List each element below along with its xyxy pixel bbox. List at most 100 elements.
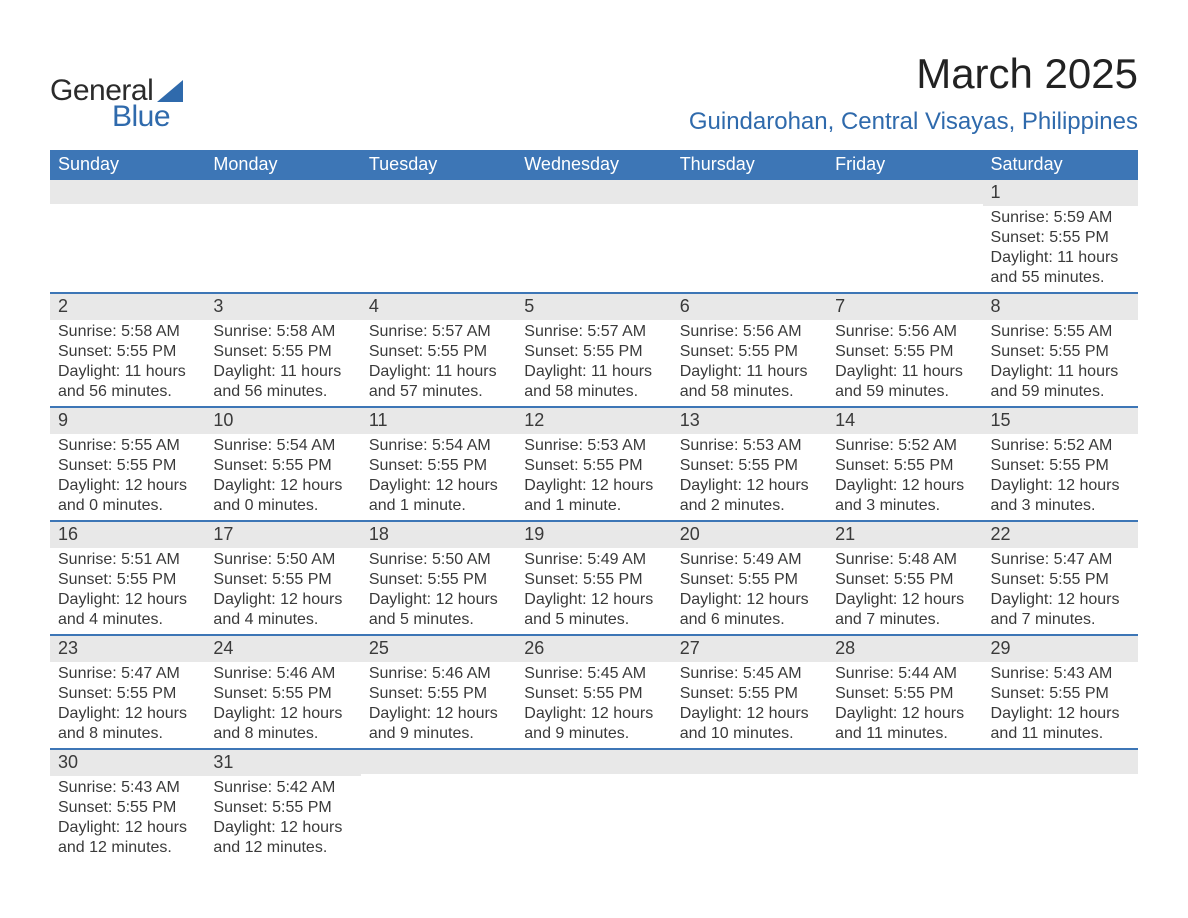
sunset-text: Sunset: 5:55 PM (524, 684, 665, 704)
day-number: 21 (827, 522, 982, 548)
calendar-cell (672, 749, 827, 862)
day-details: Sunrise: 5:49 AMSunset: 5:55 PMDaylight:… (516, 548, 671, 634)
sunset-text: Sunset: 5:55 PM (369, 456, 510, 476)
col-monday: Monday (205, 150, 360, 180)
calendar-cell: 9Sunrise: 5:55 AMSunset: 5:55 PMDaylight… (50, 407, 205, 521)
sunset-text: Sunset: 5:55 PM (213, 456, 354, 476)
daylight-text: Daylight: 11 hours and 59 minutes. (991, 362, 1132, 402)
day-details: Sunrise: 5:45 AMSunset: 5:55 PMDaylight:… (672, 662, 827, 748)
day-details: Sunrise: 5:45 AMSunset: 5:55 PMDaylight:… (516, 662, 671, 748)
day-number: 30 (50, 750, 205, 776)
day-number (827, 180, 982, 204)
day-details: Sunrise: 5:44 AMSunset: 5:55 PMDaylight:… (827, 662, 982, 748)
sunrise-text: Sunrise: 5:46 AM (213, 664, 354, 684)
day-details: Sunrise: 5:47 AMSunset: 5:55 PMDaylight:… (983, 548, 1138, 634)
sail-icon (157, 80, 183, 102)
day-number: 15 (983, 408, 1138, 434)
sunset-text: Sunset: 5:55 PM (58, 684, 199, 704)
calendar-week: 1Sunrise: 5:59 AMSunset: 5:55 PMDaylight… (50, 180, 1138, 293)
calendar-week: 16Sunrise: 5:51 AMSunset: 5:55 PMDayligh… (50, 521, 1138, 635)
day-details: Sunrise: 5:56 AMSunset: 5:55 PMDaylight:… (827, 320, 982, 406)
calendar-cell: 25Sunrise: 5:46 AMSunset: 5:55 PMDayligh… (361, 635, 516, 749)
daylight-text: Daylight: 12 hours and 11 minutes. (835, 704, 976, 744)
sunrise-text: Sunrise: 5:52 AM (991, 436, 1132, 456)
calendar-cell: 17Sunrise: 5:50 AMSunset: 5:55 PMDayligh… (205, 521, 360, 635)
daylight-text: Daylight: 12 hours and 5 minutes. (524, 590, 665, 630)
day-number: 11 (361, 408, 516, 434)
day-details: Sunrise: 5:55 AMSunset: 5:55 PMDaylight:… (50, 434, 205, 520)
sunrise-text: Sunrise: 5:49 AM (524, 550, 665, 570)
sunset-text: Sunset: 5:55 PM (991, 342, 1132, 362)
day-number: 14 (827, 408, 982, 434)
daylight-text: Daylight: 12 hours and 9 minutes. (524, 704, 665, 744)
daylight-text: Daylight: 11 hours and 58 minutes. (524, 362, 665, 402)
sunrise-text: Sunrise: 5:50 AM (213, 550, 354, 570)
sunrise-text: Sunrise: 5:47 AM (991, 550, 1132, 570)
calendar-cell: 13Sunrise: 5:53 AMSunset: 5:55 PMDayligh… (672, 407, 827, 521)
sunset-text: Sunset: 5:55 PM (58, 342, 199, 362)
page-title: March 2025 (689, 50, 1138, 98)
day-details: Sunrise: 5:42 AMSunset: 5:55 PMDaylight:… (205, 776, 360, 862)
calendar-cell (827, 180, 982, 293)
daylight-text: Daylight: 12 hours and 6 minutes. (680, 590, 821, 630)
daylight-text: Daylight: 12 hours and 12 minutes. (58, 818, 199, 858)
calendar-cell: 12Sunrise: 5:53 AMSunset: 5:55 PMDayligh… (516, 407, 671, 521)
day-number: 17 (205, 522, 360, 548)
day-number: 3 (205, 294, 360, 320)
daylight-text: Daylight: 12 hours and 8 minutes. (58, 704, 199, 744)
calendar-cell (516, 180, 671, 293)
calendar-cell: 30Sunrise: 5:43 AMSunset: 5:55 PMDayligh… (50, 749, 205, 862)
day-number (50, 180, 205, 204)
calendar-cell: 22Sunrise: 5:47 AMSunset: 5:55 PMDayligh… (983, 521, 1138, 635)
sunrise-text: Sunrise: 5:44 AM (835, 664, 976, 684)
sunset-text: Sunset: 5:55 PM (524, 456, 665, 476)
sunrise-text: Sunrise: 5:55 AM (58, 436, 199, 456)
day-number (205, 180, 360, 204)
day-details: Sunrise: 5:57 AMSunset: 5:55 PMDaylight:… (516, 320, 671, 406)
daylight-text: Daylight: 12 hours and 7 minutes. (991, 590, 1132, 630)
daylight-text: Daylight: 12 hours and 5 minutes. (369, 590, 510, 630)
sunrise-text: Sunrise: 5:52 AM (835, 436, 976, 456)
sunrise-text: Sunrise: 5:58 AM (58, 322, 199, 342)
day-details: Sunrise: 5:52 AMSunset: 5:55 PMDaylight:… (827, 434, 982, 520)
sunrise-text: Sunrise: 5:47 AM (58, 664, 199, 684)
daylight-text: Daylight: 11 hours and 55 minutes. (991, 248, 1132, 288)
calendar-cell: 5Sunrise: 5:57 AMSunset: 5:55 PMDaylight… (516, 293, 671, 407)
day-number: 23 (50, 636, 205, 662)
day-number: 29 (983, 636, 1138, 662)
daylight-text: Daylight: 12 hours and 3 minutes. (835, 476, 976, 516)
daylight-text: Daylight: 12 hours and 7 minutes. (835, 590, 976, 630)
daylight-text: Daylight: 12 hours and 4 minutes. (213, 590, 354, 630)
sunset-text: Sunset: 5:55 PM (991, 570, 1132, 590)
sunset-text: Sunset: 5:55 PM (835, 684, 976, 704)
day-number: 27 (672, 636, 827, 662)
day-details: Sunrise: 5:53 AMSunset: 5:55 PMDaylight:… (516, 434, 671, 520)
calendar-week: 2Sunrise: 5:58 AMSunset: 5:55 PMDaylight… (50, 293, 1138, 407)
sunrise-text: Sunrise: 5:43 AM (991, 664, 1132, 684)
calendar-week: 23Sunrise: 5:47 AMSunset: 5:55 PMDayligh… (50, 635, 1138, 749)
sunset-text: Sunset: 5:55 PM (213, 570, 354, 590)
sunrise-text: Sunrise: 5:50 AM (369, 550, 510, 570)
day-number: 31 (205, 750, 360, 776)
calendar-cell: 7Sunrise: 5:56 AMSunset: 5:55 PMDaylight… (827, 293, 982, 407)
day-number: 18 (361, 522, 516, 548)
daylight-text: Daylight: 12 hours and 1 minute. (524, 476, 665, 516)
col-thursday: Thursday (672, 150, 827, 180)
daylight-text: Daylight: 12 hours and 12 minutes. (213, 818, 354, 858)
day-details: Sunrise: 5:43 AMSunset: 5:55 PMDaylight:… (983, 662, 1138, 748)
calendar-table: Sunday Monday Tuesday Wednesday Thursday… (50, 150, 1138, 862)
day-number: 7 (827, 294, 982, 320)
sunrise-text: Sunrise: 5:57 AM (369, 322, 510, 342)
day-number (983, 750, 1138, 774)
day-number: 2 (50, 294, 205, 320)
sunset-text: Sunset: 5:55 PM (524, 570, 665, 590)
day-number: 24 (205, 636, 360, 662)
calendar-cell: 24Sunrise: 5:46 AMSunset: 5:55 PMDayligh… (205, 635, 360, 749)
day-details: Sunrise: 5:49 AMSunset: 5:55 PMDaylight:… (672, 548, 827, 634)
daylight-text: Daylight: 12 hours and 0 minutes. (58, 476, 199, 516)
sunrise-text: Sunrise: 5:53 AM (680, 436, 821, 456)
daylight-text: Daylight: 12 hours and 2 minutes. (680, 476, 821, 516)
daylight-text: Daylight: 12 hours and 4 minutes. (58, 590, 199, 630)
day-details: Sunrise: 5:59 AMSunset: 5:55 PMDaylight:… (983, 206, 1138, 292)
calendar-cell: 10Sunrise: 5:54 AMSunset: 5:55 PMDayligh… (205, 407, 360, 521)
